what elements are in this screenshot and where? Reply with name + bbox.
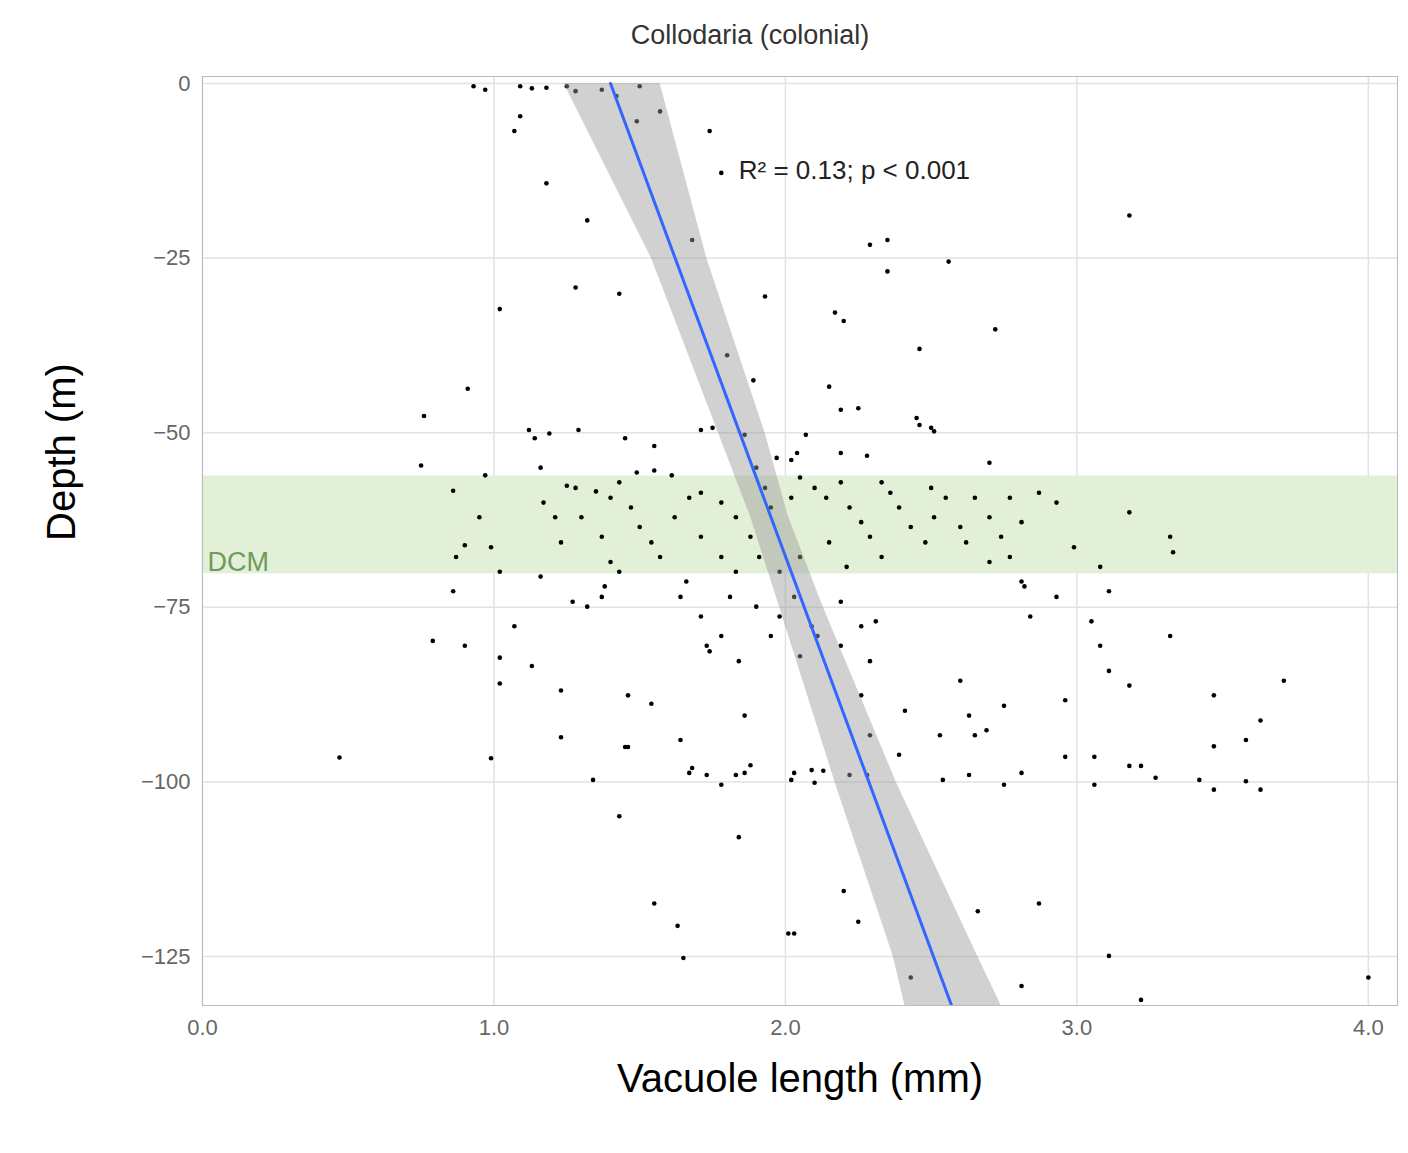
- svg-text:2.0: 2.0: [770, 1015, 801, 1040]
- svg-text:−25: −25: [153, 245, 190, 270]
- html-text:Collodaria (colonial): Collodaria (colonial): [630, 20, 870, 50]
- svg-text:−100: −100: [141, 769, 191, 794]
- svg-text:4.0: 4.0: [1353, 1015, 1384, 1040]
- svg-text:Vacuole length (mm): Vacuole length (mm): [617, 1056, 983, 1100]
- svg-text:−125: −125: [141, 944, 191, 969]
- svg-text:DCM: DCM: [208, 547, 270, 577]
- svg-text:0.0: 0.0: [187, 1015, 218, 1040]
- svg-text:3.0: 3.0: [1062, 1015, 1093, 1040]
- svg-text:−75: −75: [153, 594, 190, 619]
- svg-text:0: 0: [178, 71, 190, 96]
- svg-text:Depth (m): Depth (m): [39, 363, 83, 541]
- svg-text:−50: −50: [153, 420, 190, 445]
- svg-text:1.0: 1.0: [479, 1015, 510, 1040]
- svg-text:R² = 0.13; p < 0.001: R² = 0.13; p < 0.001: [739, 155, 970, 185]
